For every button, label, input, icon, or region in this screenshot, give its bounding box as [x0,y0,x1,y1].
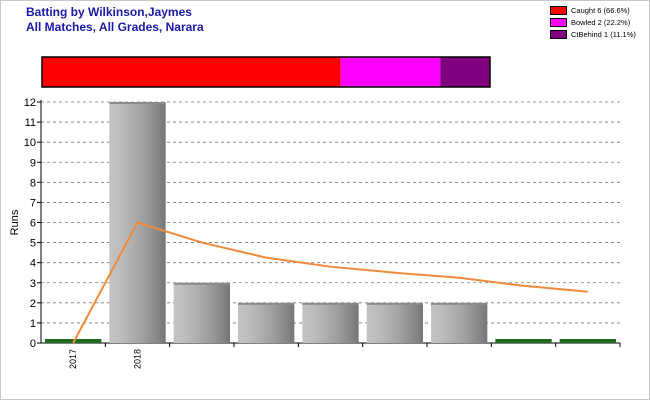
y-tick-label: 2 [30,298,36,310]
legend-swatch-bowled [550,18,567,27]
legend-item-caught: Caught 6 (66.6%) [550,5,636,16]
y-tick-label: 10 [24,137,36,149]
y-tick-label: 3 [30,278,36,290]
x-tick-label: 2018 [133,349,143,369]
y-tick-label: 5 [30,238,36,250]
y-tick-label: 7 [30,197,36,209]
bar-top-edge [302,302,359,305]
y-tick-label: 12 [24,97,36,109]
dismissal-segment-ctbehind [440,57,490,87]
y-tick-label: 4 [30,258,36,270]
bars [45,102,616,343]
legend: Caught 6 (66.6%) Bowled 2 (22.2%) CtBehi… [550,5,636,41]
y-tick-label: 11 [25,117,36,129]
dismissal-bar-border [41,56,491,88]
legend-item-bowled: Bowled 2 (22.2%) [550,17,636,28]
dismissal-segment-bowled [340,57,441,87]
legend-item-ctbehind: CtBehind 1 (11.1%) [550,29,636,40]
bar-top-edge [238,302,295,305]
bar [431,302,488,343]
y-tick-label: 8 [30,177,36,189]
bar-top-edge [431,302,488,305]
dismissal-bar [41,56,491,88]
y-tick-label: 6 [30,218,36,230]
y-axis-label: Runs [9,209,21,235]
bar-top-edge [366,302,423,305]
legend-swatch-caught [550,6,567,15]
legend-swatch-ctbehind [550,30,567,39]
chart-subtitle: All Matches, All Grades, Narara [26,20,204,34]
dismissal-segment-caught [42,57,341,87]
x-tick-label: 2017 [68,349,78,369]
bar-zero [495,339,552,343]
bar-top-edge [109,102,166,104]
bar [302,302,359,343]
legend-label-caught: Caught 6 (66.6%) [571,6,630,15]
bar [238,302,295,343]
bar-top-edge [173,282,230,285]
y-tick-label: 0 [30,338,36,350]
bar-zero [559,339,616,343]
chart-title: Batting by Wilkinson,Jaymes [26,5,192,19]
y-tick-label: 9 [30,157,36,169]
legend-label-bowled: Bowled 2 (22.2%) [571,18,631,27]
y-tick-label: 1 [30,318,36,330]
average-line-path [72,221,588,344]
average-line [72,221,588,344]
bar [366,302,423,343]
legend-label-ctbehind: CtBehind 1 (11.1%) [571,30,636,39]
bar [173,282,230,343]
